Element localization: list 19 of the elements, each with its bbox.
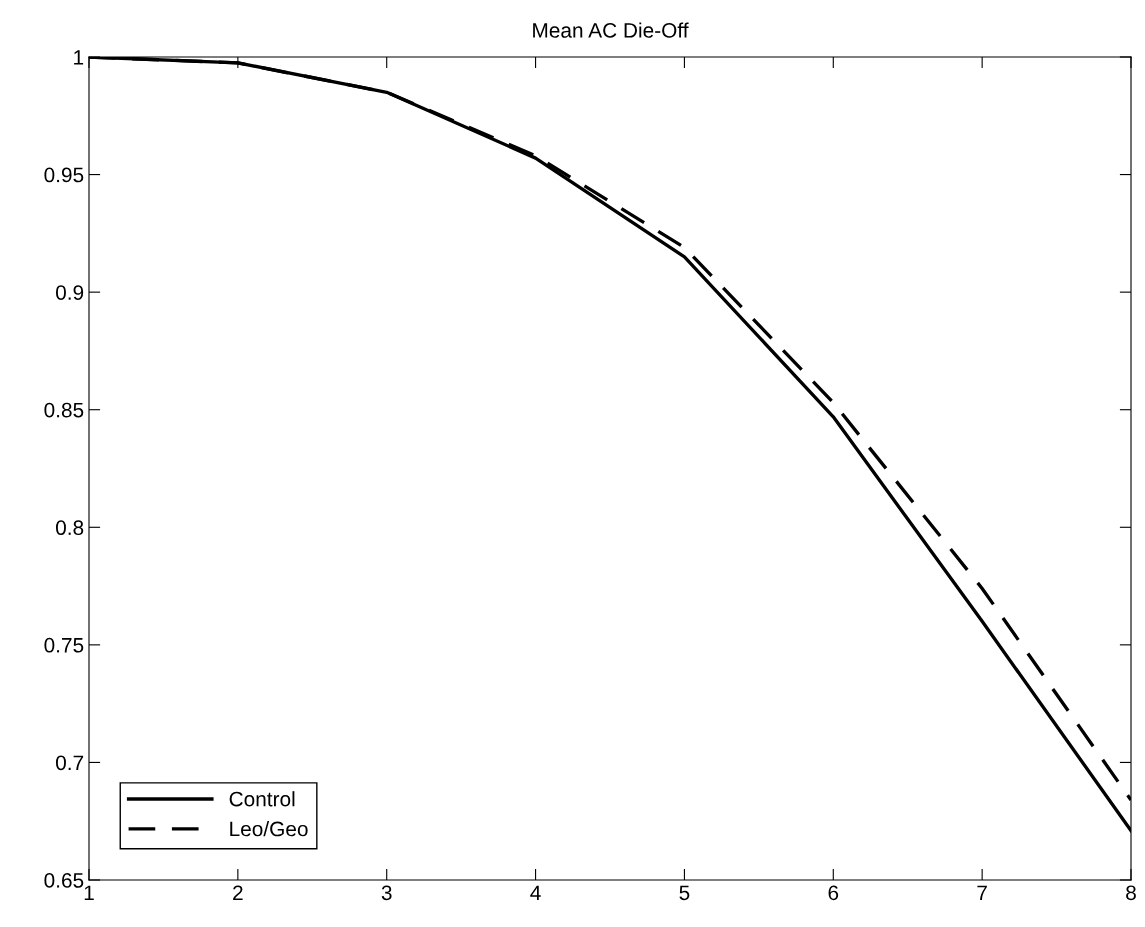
y-tick-label: 0.65 — [44, 873, 84, 888]
legend-label: Control — [229, 791, 295, 807]
chart-title: Mean AC Die-Off — [533, 22, 689, 38]
y-tick-label: 0.85 — [44, 402, 84, 418]
y-tick-label: 0.95 — [44, 167, 84, 183]
y-tick-label: 0.75 — [44, 637, 84, 653]
x-tick-label: 5 — [679, 885, 690, 901]
x-tick-label: 4 — [530, 885, 541, 900]
x-tick-label: 7 — [977, 885, 987, 900]
y-tick-label: 0.9 — [55, 285, 84, 300]
x-tick-label: 2 — [233, 885, 243, 900]
x-tick-label: 6 — [828, 885, 839, 901]
y-tick-label: 0.8 — [55, 520, 84, 536]
legend-label: Leo/Geo — [230, 821, 308, 837]
x-tick-label: 1 — [84, 885, 94, 900]
x-tick-label: 3 — [381, 885, 392, 901]
y-tick-label: 1 — [74, 50, 84, 65]
x-tick-label: 8 — [1126, 885, 1136, 901]
y-tick-label: 0.7 — [55, 755, 84, 771]
